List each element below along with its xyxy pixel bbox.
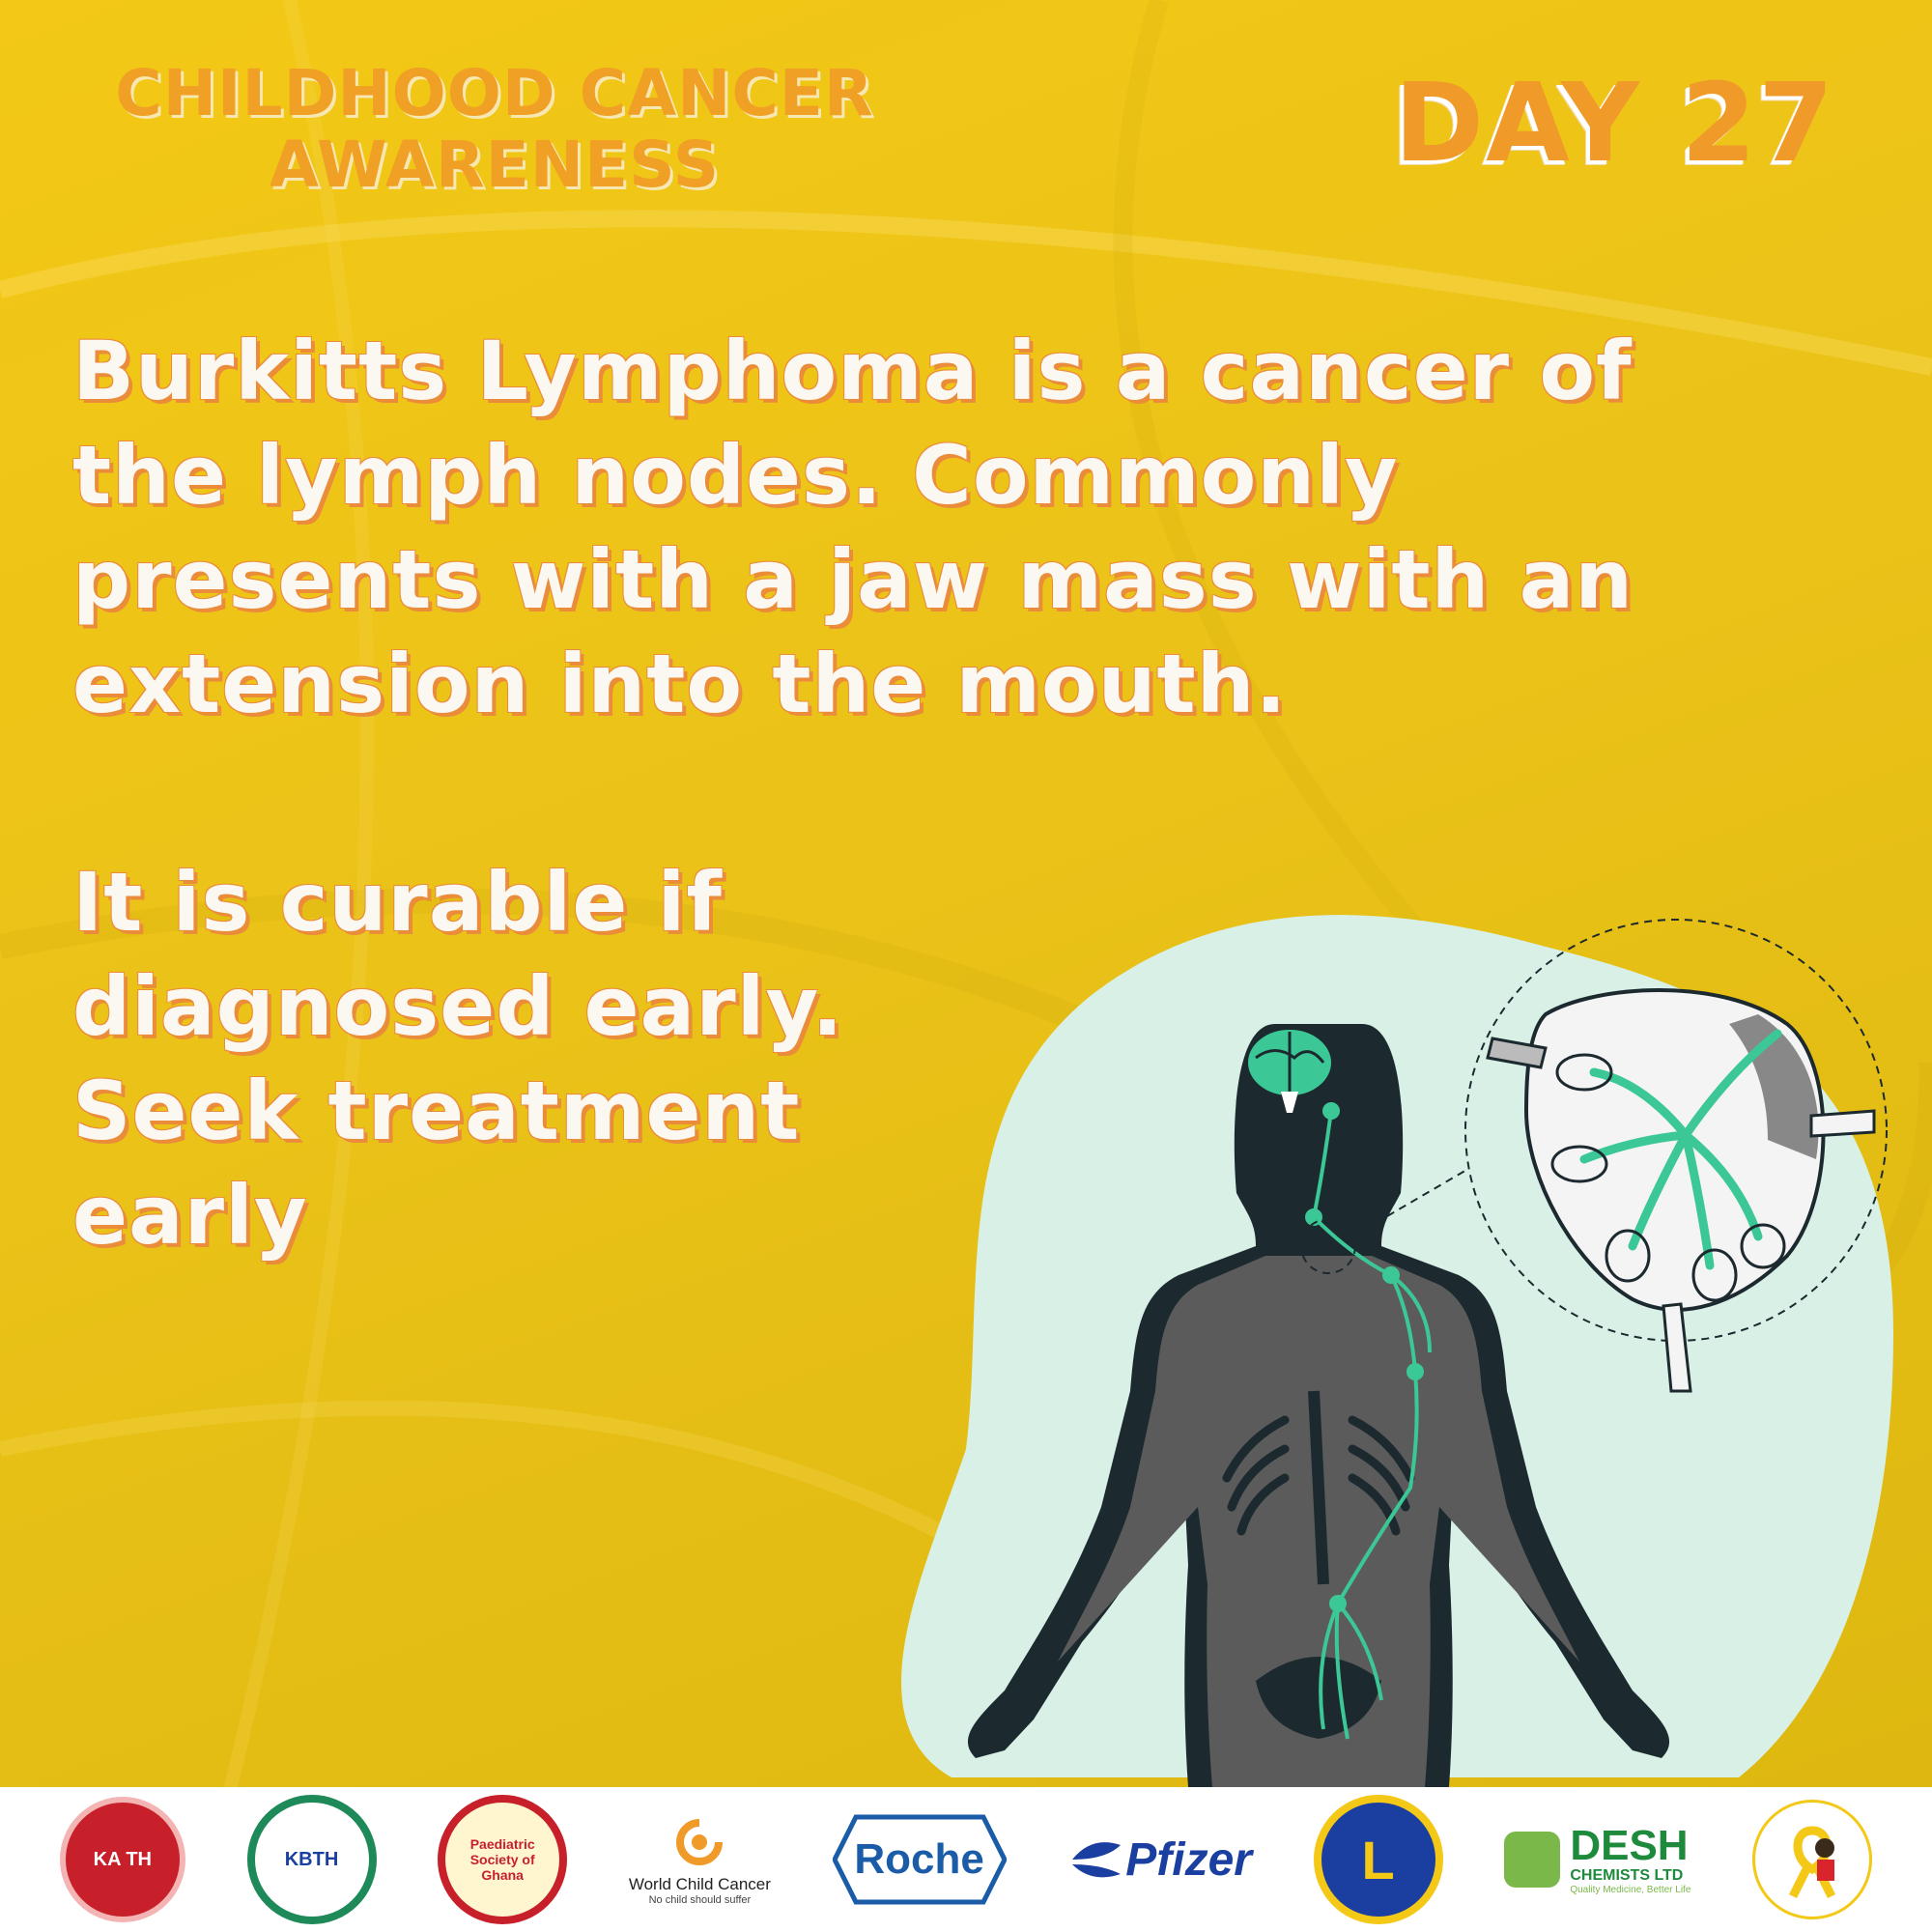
campaign-title-line2: AWARENESS [269, 128, 721, 202]
mortar-icon [1504, 1832, 1561, 1888]
logo-kath: KA TH [59, 1797, 185, 1922]
wcc-label: World Child Cancer [628, 1875, 771, 1893]
roche-label: Roche [854, 1835, 984, 1883]
hexagon-icon: Roche [832, 1813, 1007, 1906]
cure-line: early [72, 1168, 308, 1263]
caduceus-icon: KBTH [246, 1795, 377, 1924]
brain-icon [1244, 1026, 1335, 1113]
desh-sub: CHEMISTS LTD [1570, 1866, 1684, 1884]
swirl-icon [676, 1819, 724, 1865]
logo-kbth: KBTH [246, 1795, 377, 1924]
logo-lions: L [1313, 1795, 1443, 1924]
cure-line: Seek treatment [72, 1064, 801, 1158]
desh-tagline: Quality Medicine, Better Life [1570, 1884, 1691, 1895]
lymph-node-detail [1486, 988, 1876, 1393]
campaign-title-line1: CHILDHOOD CANCER [115, 56, 874, 130]
cure-line: It is curable if [72, 855, 723, 950]
kbth-label: KBTH [284, 1848, 339, 1870]
lions-label: L [1361, 1829, 1395, 1890]
kath-label: KA TH [93, 1848, 153, 1870]
definition-line: extension into the mouth. [72, 637, 1288, 731]
cure-line: diagnosed early. [72, 959, 844, 1054]
pfizer-label: Pfizer [1125, 1833, 1252, 1886]
caduceus-icon: KA TH [59, 1797, 185, 1922]
definition-line: presents with a jaw mass with an [72, 532, 1634, 627]
definition-paragraph: Burkitts Lymphoma is a cancer of the lym… [72, 319, 1869, 736]
logo-roche: Roche [832, 1813, 1007, 1906]
logo-pfizer: Pfizer [1067, 1833, 1252, 1887]
desh-label: DESH [1570, 1821, 1689, 1869]
logo-paediatric-society: Paediatric Society of Ghana [438, 1795, 568, 1924]
lymph-node-callout-ring [1300, 1218, 1356, 1274]
logo-childhood-cancer-society [1752, 1800, 1873, 1919]
child-icon: Paediatric Society of Ghana [438, 1795, 568, 1924]
definition-line: the lymph nodes. Commonly [72, 428, 1399, 523]
lymph-vessels [1305, 1102, 1432, 1740]
cure-message: It is curable if diagnosed early. Seek t… [72, 850, 942, 1267]
logo-desh: DESH CHEMISTS LTD Quality Medicine, Bett… [1504, 1821, 1691, 1895]
definition-line: Burkitts Lymphoma is a cancer of [72, 324, 1633, 418]
lions-icon: L [1313, 1795, 1443, 1924]
campaign-title: CHILDHOOD CANCER AWARENESS [70, 58, 920, 201]
wcc-tagline: No child should suffer [648, 1894, 752, 1906]
logo-world-child-cancer: World Child Cancer No child should suffe… [629, 1813, 771, 1906]
paediatric-label: Paediatric Society of Ghana [469, 1836, 535, 1883]
pill-icon [1072, 1842, 1122, 1878]
sponsor-footer: KA TH KBTH Paediatric Society of Ghana W… [0, 1787, 1932, 1932]
day-badge: DAY 27 [1394, 61, 1835, 186]
human-body-figure [967, 1024, 1670, 1787]
ribbon-icon [1752, 1800, 1873, 1919]
